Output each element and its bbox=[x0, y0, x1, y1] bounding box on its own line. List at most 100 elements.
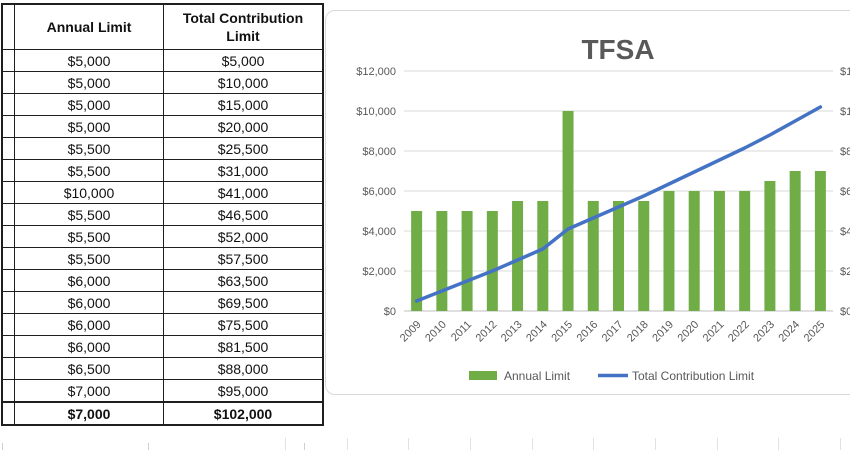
table-row: $7,000 $102,000 bbox=[1, 401, 324, 426]
table-row: $6,000 $75,500 bbox=[1, 313, 324, 336]
bar-2013[interactable] bbox=[512, 201, 524, 311]
cell-total-contribution-limit[interactable]: $46,500 bbox=[163, 203, 324, 226]
table-row: $5,000 $10,000 bbox=[1, 71, 324, 94]
secondary-axis-tick-label-clipped: $0 bbox=[840, 306, 850, 318]
primary-axis-tick-label: $12,000 bbox=[356, 66, 396, 78]
clipped-year-cell bbox=[1, 225, 15, 248]
tfsa-chart[interactable]: TFSA $0 $0 $2,000 $20,000 $4,000 $40,000 $6,000… bbox=[326, 11, 850, 396]
clipped-year-cell bbox=[1, 247, 15, 270]
cell-total-contribution-limit[interactable]: $102,000 bbox=[163, 401, 324, 426]
category-label-2010: 2010 bbox=[423, 319, 449, 345]
cell-total-contribution-limit[interactable]: $5,000 bbox=[163, 49, 324, 72]
sheet-gridline bbox=[717, 438, 718, 450]
cell-total-contribution-limit[interactable]: $63,500 bbox=[163, 269, 324, 292]
cell-total-contribution-limit[interactable]: $88,000 bbox=[163, 357, 324, 380]
tfsa-chart-frame[interactable]: TFSA $0 $0 $2,000 $20,000 $4,000 $40,000 $6,000… bbox=[325, 10, 850, 395]
bar-2012[interactable] bbox=[486, 211, 498, 311]
clipped-year-column-header bbox=[1, 3, 15, 50]
bar-2023[interactable] bbox=[764, 181, 776, 311]
table-row: $7,000 $95,000 bbox=[1, 379, 324, 403]
col-header-annual-limit[interactable]: Annual Limit bbox=[14, 3, 164, 50]
primary-axis-tick-label: $6,000 bbox=[362, 186, 396, 198]
sheet-gridline bbox=[148, 443, 149, 450]
sheet-gridline bbox=[532, 438, 533, 450]
bar-2025[interactable] bbox=[814, 171, 826, 311]
bar-2010[interactable] bbox=[436, 211, 448, 311]
table-header-row: Annual Limit Total Contribution Limit bbox=[1, 3, 324, 50]
cell-total-contribution-limit[interactable]: $25,500 bbox=[163, 137, 324, 160]
cell-annual-limit[interactable]: $6,000 bbox=[14, 313, 164, 336]
clipped-year-cell bbox=[1, 203, 15, 226]
cell-annual-limit[interactable]: $5,500 bbox=[14, 159, 164, 182]
cell-total-contribution-limit[interactable]: $75,500 bbox=[163, 313, 324, 336]
primary-axis-tick-label: $10,000 bbox=[356, 106, 396, 118]
table-row: $6,500 $88,000 bbox=[1, 357, 324, 380]
cell-total-contribution-limit[interactable]: $20,000 bbox=[163, 115, 324, 138]
category-label-2015: 2015 bbox=[549, 319, 575, 345]
category-label-2013: 2013 bbox=[499, 319, 525, 345]
bar-2014[interactable] bbox=[537, 201, 549, 311]
bar-2020[interactable] bbox=[688, 191, 700, 311]
col-header-total-contribution-limit[interactable]: Total Contribution Limit bbox=[163, 3, 324, 50]
bar-2022[interactable] bbox=[739, 191, 751, 311]
cell-total-contribution-limit[interactable]: $41,000 bbox=[163, 181, 324, 204]
tfsa-limits-table: Annual Limit Total Contribution Limit $5… bbox=[1, 3, 324, 426]
bar-2021[interactable] bbox=[713, 191, 725, 311]
cell-total-contribution-limit[interactable]: $31,000 bbox=[163, 159, 324, 182]
total-contribution-line[interactable] bbox=[414, 105, 823, 303]
cell-annual-limit[interactable]: $5,000 bbox=[14, 71, 164, 94]
cell-annual-limit[interactable]: $5,500 bbox=[14, 203, 164, 226]
clipped-year-cell bbox=[1, 71, 15, 94]
cell-total-contribution-limit[interactable]: $15,000 bbox=[163, 93, 324, 116]
bar-2024[interactable] bbox=[789, 171, 801, 311]
clipped-year-cell bbox=[1, 313, 15, 336]
legend-swatch-annual-limit[interactable] bbox=[469, 371, 497, 380]
cell-annual-limit[interactable]: $5,500 bbox=[14, 137, 164, 160]
cell-annual-limit[interactable]: $6,000 bbox=[14, 335, 164, 358]
cell-total-contribution-limit[interactable]: $81,500 bbox=[163, 335, 324, 358]
cell-annual-limit[interactable]: $7,000 bbox=[14, 379, 164, 403]
cell-annual-limit[interactable]: $5,000 bbox=[14, 49, 164, 72]
primary-axis-tick-label: $0 bbox=[384, 306, 396, 318]
clipped-year-cell bbox=[1, 335, 15, 358]
bar-2015[interactable] bbox=[562, 111, 574, 311]
category-label-2011: 2011 bbox=[449, 319, 474, 344]
cell-annual-limit[interactable]: $6,500 bbox=[14, 357, 164, 380]
table-row: $5,500 $31,000 bbox=[1, 159, 324, 182]
category-label-2021: 2021 bbox=[701, 319, 727, 345]
cell-total-contribution-limit[interactable]: $52,000 bbox=[163, 225, 324, 248]
category-label-2022: 2022 bbox=[726, 319, 752, 345]
cell-annual-limit[interactable]: $7,000 bbox=[14, 401, 164, 426]
sheet-gridline bbox=[347, 438, 348, 450]
table-row: $5,500 $46,500 bbox=[1, 203, 324, 226]
cell-total-contribution-limit[interactable]: $10,000 bbox=[163, 71, 324, 94]
category-label-2024: 2024 bbox=[776, 319, 802, 345]
bar-2017[interactable] bbox=[613, 201, 624, 311]
cell-total-contribution-limit[interactable]: $69,500 bbox=[163, 291, 324, 314]
cell-annual-limit[interactable]: $5,500 bbox=[14, 247, 164, 270]
cell-annual-limit[interactable]: $6,000 bbox=[14, 269, 164, 292]
cell-annual-limit[interactable]: $5,500 bbox=[14, 225, 164, 248]
sheet-gridline bbox=[778, 438, 779, 450]
legend-label-annual-limit[interactable]: Annual Limit bbox=[504, 369, 571, 383]
sheet-gridline bbox=[408, 438, 409, 450]
primary-axis-tick-label: $4,000 bbox=[362, 226, 396, 238]
bar-2016[interactable] bbox=[587, 201, 599, 311]
bar-2011[interactable] bbox=[461, 211, 473, 311]
cell-total-contribution-limit[interactable]: $95,000 bbox=[163, 379, 324, 403]
cell-total-contribution-limit[interactable]: $57,500 bbox=[163, 247, 324, 270]
legend-label-total-contribution-limit[interactable]: Total Contribution Limit bbox=[632, 369, 755, 383]
chart-title[interactable]: TFSA bbox=[581, 34, 654, 65]
cell-annual-limit[interactable]: $6,000 bbox=[14, 291, 164, 314]
cell-annual-limit[interactable]: $10,000 bbox=[14, 181, 164, 204]
clipped-year-cell bbox=[1, 137, 15, 160]
table-row: $6,000 $63,500 bbox=[1, 269, 324, 292]
bar-2009[interactable] bbox=[411, 211, 423, 311]
cell-annual-limit[interactable]: $5,000 bbox=[14, 115, 164, 138]
category-label-2014: 2014 bbox=[524, 319, 550, 345]
cell-annual-limit[interactable]: $5,000 bbox=[14, 93, 164, 116]
bar-2018[interactable] bbox=[638, 201, 650, 311]
bar-2019[interactable] bbox=[663, 191, 675, 311]
clipped-year-cell bbox=[1, 357, 15, 380]
